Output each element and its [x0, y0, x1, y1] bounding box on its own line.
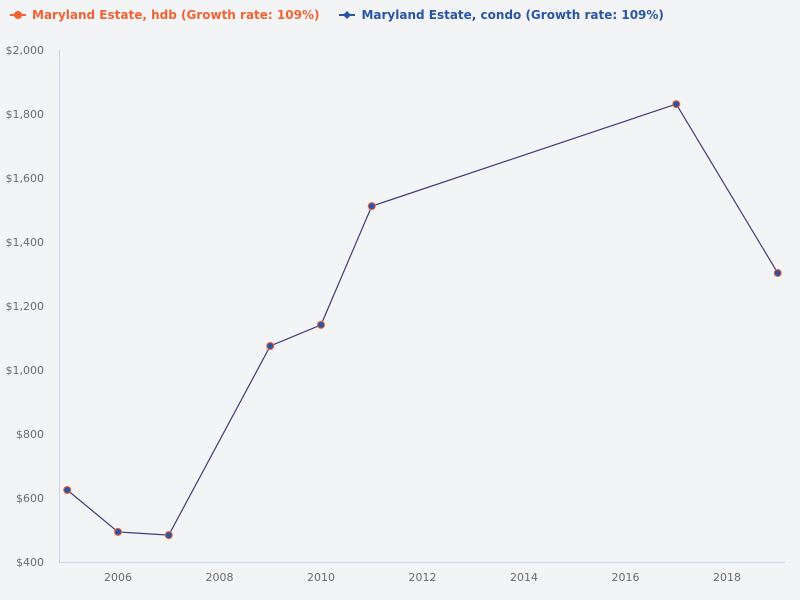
y-tick-label: $1,800 [6, 108, 45, 121]
series-line [66, 103, 779, 536]
condo-data-point[interactable] [368, 203, 375, 210]
condo-data-point[interactable] [318, 321, 324, 328]
y-tick-label: $400 [16, 556, 44, 569]
condo-data-point[interactable] [673, 101, 680, 108]
x-tick-label: 2012 [409, 571, 437, 584]
x-tick-label: 2008 [206, 571, 234, 584]
diamond-marker-icon [339, 11, 356, 19]
condo-data-point[interactable] [267, 343, 274, 349]
circle-marker-icon [10, 11, 26, 19]
legend-label-hdb: Maryland Estate, hdb (Growth rate: 109%) [32, 8, 320, 22]
x-axis: 2006 2008 2010 2012 2014 2016 2018 [104, 571, 741, 584]
legend-item-condo[interactable]: Maryland Estate, condo (Growth rate: 109… [339, 8, 664, 22]
y-tick-label: $2,000 [6, 44, 45, 57]
y-tick-label: $1,400 [6, 236, 45, 249]
y-tick-label: $1,600 [6, 172, 45, 185]
x-tick-label: 2016 [612, 571, 640, 584]
legend: Maryland Estate, hdb (Growth rate: 109%)… [10, 8, 664, 22]
y-tick-label: $600 [16, 492, 44, 505]
x-tick-label: 2006 [104, 571, 132, 584]
condo-data-point[interactable] [64, 487, 71, 493]
condo-data-point[interactable] [165, 532, 172, 539]
y-tick-label: $1,000 [6, 364, 45, 377]
x-tick-label: 2010 [307, 571, 335, 584]
x-tick-label: 2018 [713, 571, 741, 584]
y-tick-label: $1,200 [6, 300, 45, 313]
y-tick-label: $800 [16, 428, 44, 441]
legend-item-hdb[interactable]: Maryland Estate, hdb (Growth rate: 109%) [10, 8, 319, 22]
condo-data-point[interactable] [774, 270, 781, 277]
y-axis: $400 $600 $800 $1,000 $1,200 $1,400 $1,600 $1,8… [6, 44, 45, 569]
series-group [63, 100, 782, 540]
legend-label-condo: Maryland Estate, condo (Growth rate: 109… [361, 8, 664, 22]
x-tick-label: 2014 [510, 571, 538, 584]
condo-data-point[interactable] [115, 528, 121, 535]
